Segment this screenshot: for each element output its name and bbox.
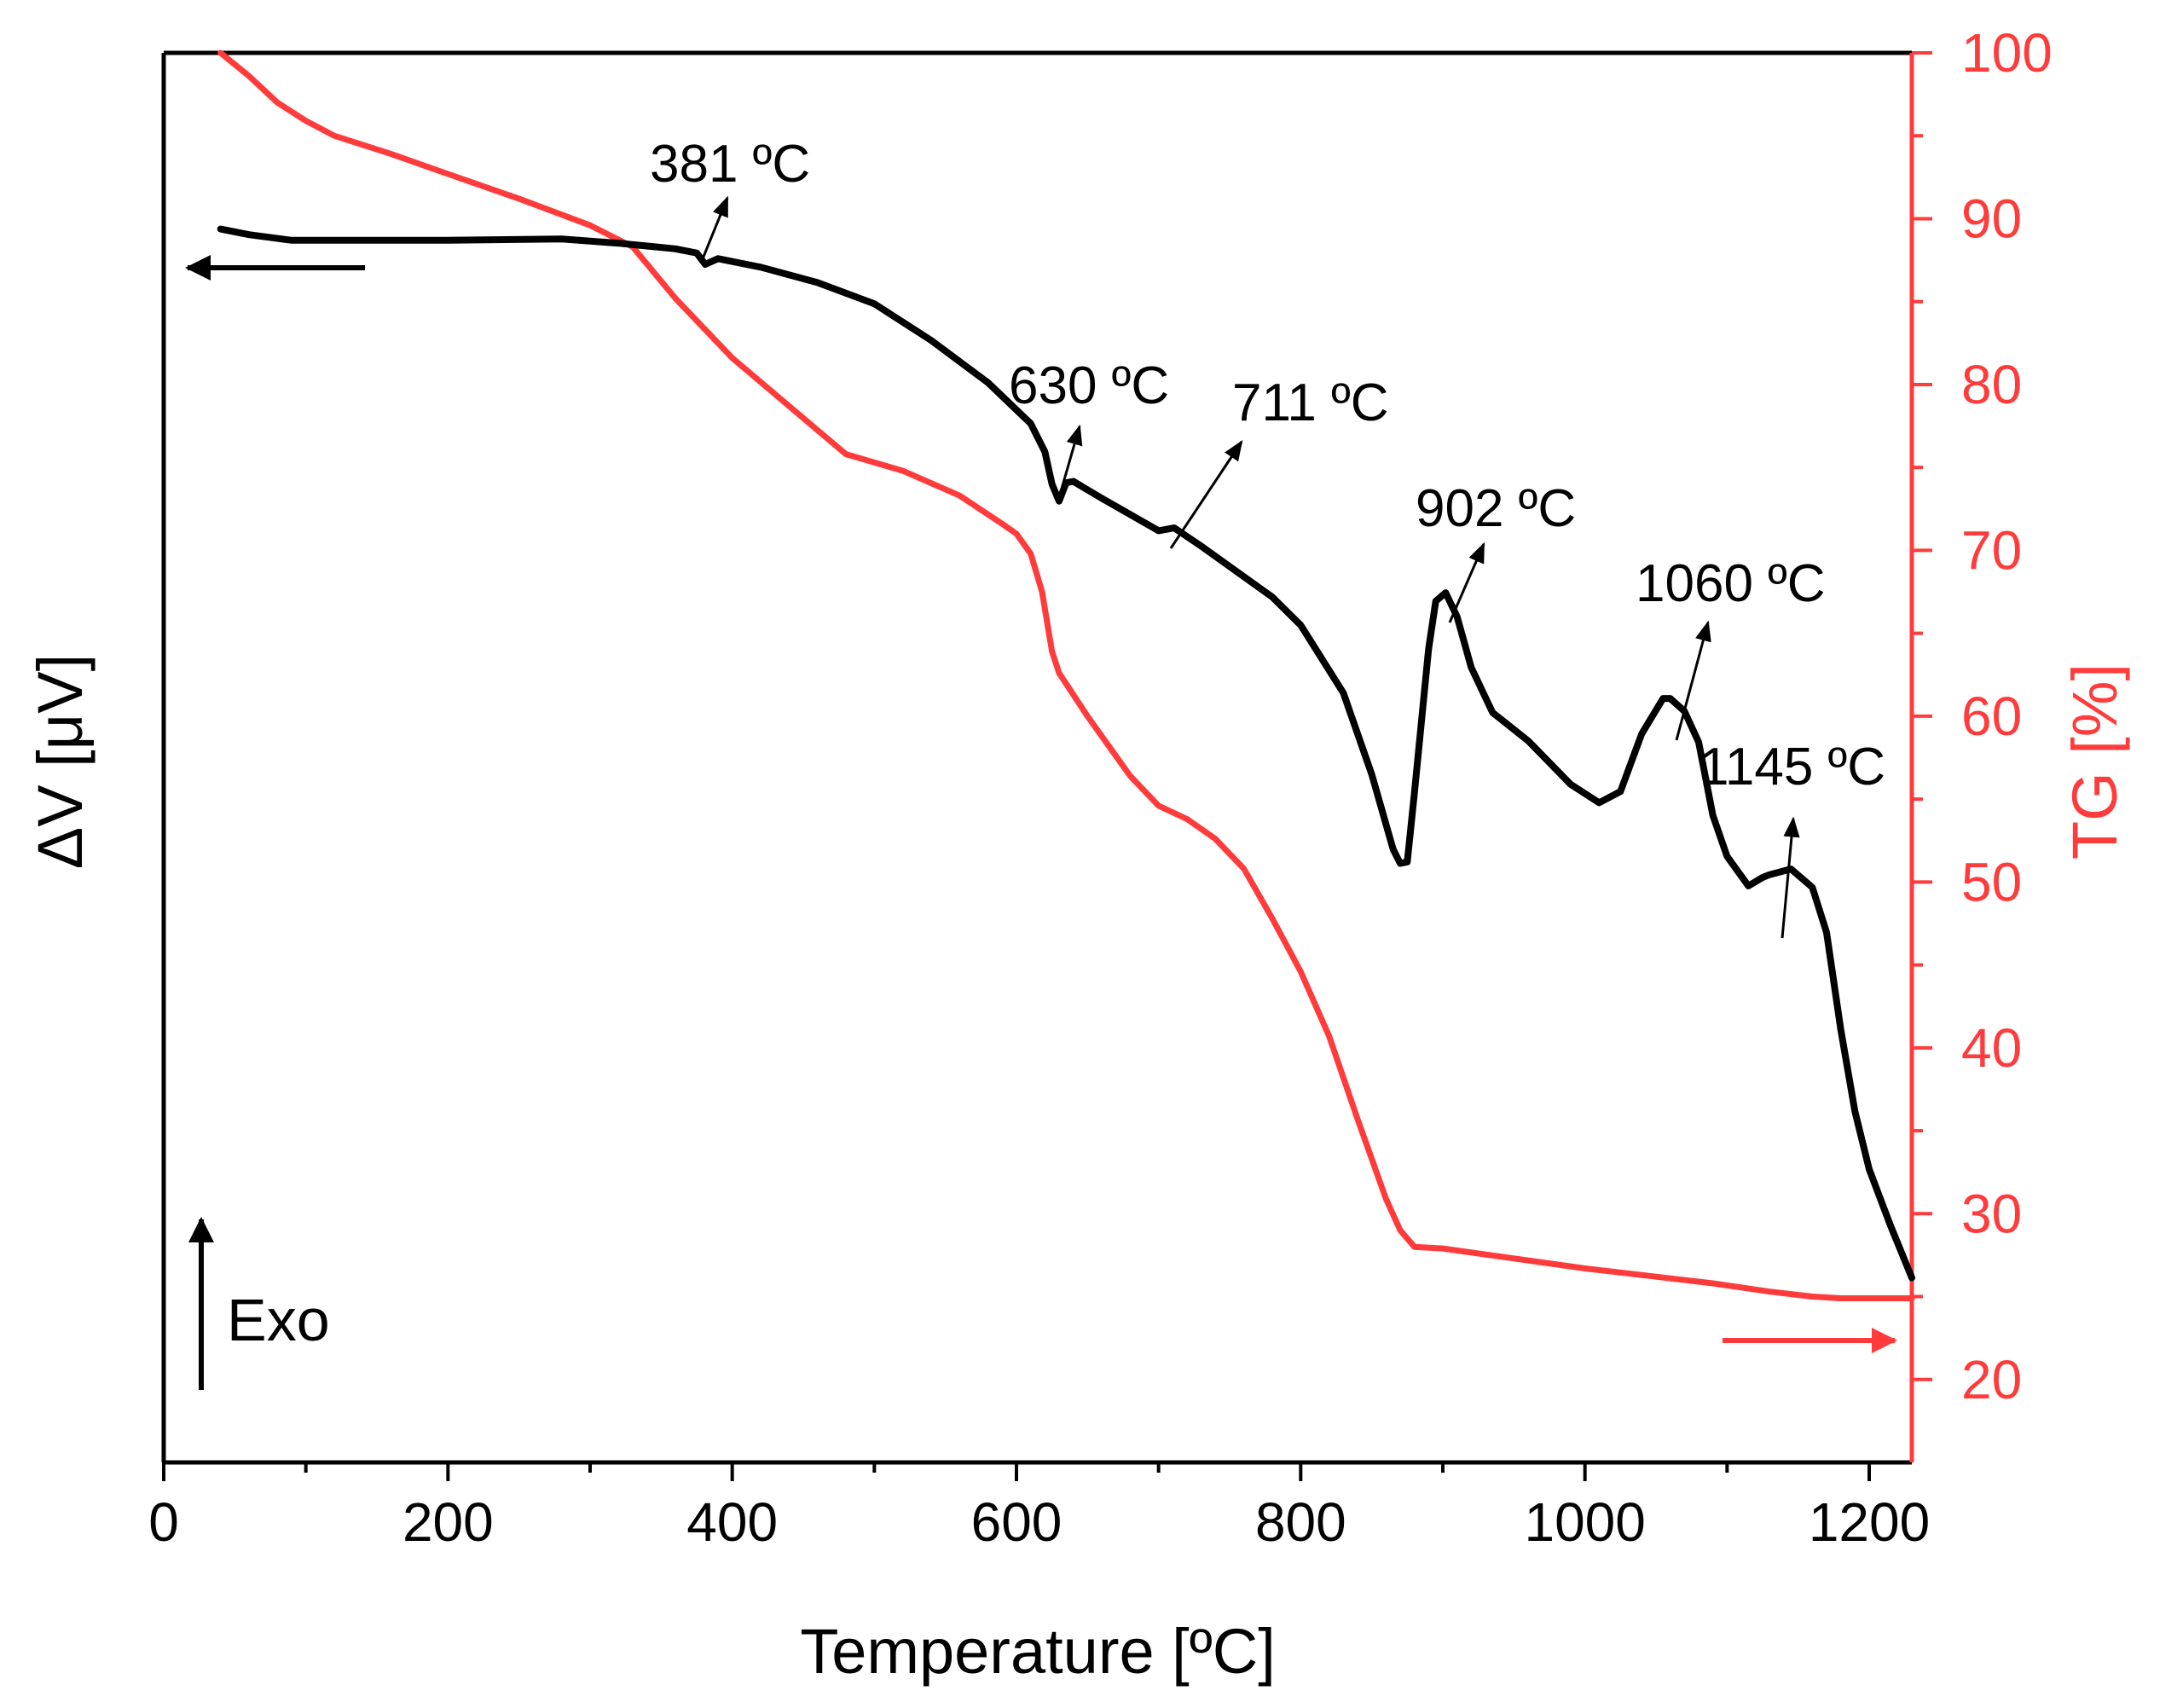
x-tick-label-600: 600 — [971, 1491, 1063, 1553]
annotation-711-label: 711 ºC — [1232, 373, 1389, 432]
y-left-axis-title: ΔV [μV] — [25, 654, 96, 869]
annotation-381-arrow — [700, 195, 729, 262]
y-right-ticks — [1912, 51, 1932, 1381]
y-right-tick-label-60: 60 — [1961, 686, 2022, 747]
annotation-630: 630 ºC — [1009, 356, 1169, 495]
annotation-1145-arrow — [1781, 816, 1800, 939]
x-tick-label-1000: 1000 — [1524, 1491, 1645, 1553]
y-right-tick-label-100: 100 — [1961, 22, 2053, 84]
annotation-1145: 1145 ºC — [1699, 738, 1885, 939]
annotation-630-label: 630 ºC — [1009, 356, 1169, 415]
x-tick-label-400: 400 — [686, 1491, 778, 1553]
annotation-902-arrow — [1448, 541, 1485, 623]
annotation-381-label: 381 ºC — [650, 135, 810, 194]
exo-label: Exo — [227, 1287, 330, 1353]
annotation-1145-label: 1145 ºC — [1699, 738, 1885, 796]
y-right-tick-label-20: 20 — [1961, 1349, 2022, 1410]
annotation-711: 711 ºC — [1169, 373, 1389, 549]
x-tick-label-200: 200 — [402, 1491, 494, 1553]
x-tick-labels: 0 200 400 600 800 1000 1200 — [148, 1491, 1930, 1553]
annotation-902-label: 902 ºC — [1416, 479, 1576, 538]
annotation-630-arrow — [1058, 424, 1083, 495]
y-right-tick-label-50: 50 — [1961, 851, 2022, 912]
dta-series-line — [217, 225, 1915, 1282]
y-right-axis-title: TG [%] — [2059, 663, 2130, 860]
x-axis-title: Temperature [ºC] — [800, 1616, 1276, 1687]
annotation-902: 902 ºC — [1416, 479, 1576, 623]
y-right-tick-label-40: 40 — [1961, 1017, 2022, 1079]
x-tick-label-0: 0 — [148, 1491, 179, 1553]
y-right-tick-labels: 20 30 40 50 60 70 80 90 100 — [1961, 22, 2053, 1410]
x-tick-label-1200: 1200 — [1809, 1491, 1930, 1553]
tg-series-line — [217, 49, 1915, 1301]
y-right-tick-label-30: 30 — [1961, 1183, 2022, 1244]
y-right-tick-label-80: 80 — [1961, 354, 2022, 415]
annotation-1060: 1060 ºC — [1636, 554, 1826, 741]
annotation-1060-label: 1060 ºC — [1636, 554, 1826, 613]
annotation-381: 381 ºC — [650, 135, 810, 262]
y-right-tick-label-70: 70 — [1961, 519, 2022, 581]
annotation-711-arrow — [1169, 440, 1243, 549]
annotation-1060-arrow — [1675, 620, 1711, 741]
y-right-tick-label-90: 90 — [1961, 188, 2022, 249]
x-tick-label-800: 800 — [1255, 1491, 1346, 1553]
x-ticks — [162, 1462, 1871, 1481]
